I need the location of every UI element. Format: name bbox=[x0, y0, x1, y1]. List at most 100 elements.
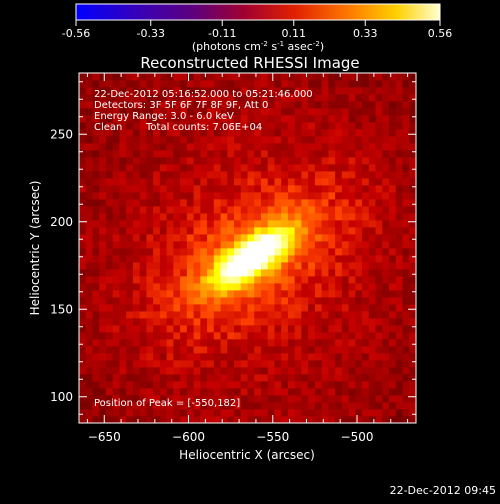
heatmap-cell bbox=[105, 290, 114, 298]
heatmap-cell bbox=[341, 150, 349, 158]
heatmap-cell bbox=[368, 108, 376, 116]
heatmap-cell bbox=[335, 325, 343, 333]
heatmap-cell bbox=[335, 262, 343, 270]
heatmap-cell bbox=[186, 234, 194, 242]
heatmap-cell bbox=[234, 178, 242, 186]
heatmap-cell bbox=[146, 311, 154, 319]
heatmap-cell bbox=[341, 136, 349, 144]
heatmap-cell bbox=[348, 150, 356, 158]
heatmap-cell bbox=[105, 276, 114, 284]
heatmap-cell bbox=[294, 185, 302, 193]
heatmap-cell bbox=[294, 304, 302, 312]
heatmap-cell bbox=[132, 227, 141, 235]
heatmap-cell bbox=[260, 374, 269, 382]
heatmap-cell bbox=[308, 255, 316, 263]
heatmap-cell bbox=[146, 353, 154, 361]
heatmap-cell bbox=[85, 332, 93, 340]
heatmap-cell bbox=[254, 346, 262, 354]
heatmap-cell bbox=[348, 94, 356, 102]
heatmap-cell bbox=[186, 185, 194, 193]
heatmap-cell bbox=[341, 353, 349, 361]
heatmap-cell bbox=[355, 262, 363, 270]
heatmap-cell bbox=[375, 87, 383, 95]
colorbar-units: (photons cm-2 s-1 asec-2) bbox=[192, 40, 324, 53]
heatmap-cell bbox=[314, 283, 323, 291]
heatmap-cell bbox=[132, 87, 141, 95]
heatmap-cell bbox=[132, 101, 141, 109]
heatmap-cell bbox=[382, 73, 390, 81]
heatmap-cell bbox=[402, 367, 410, 375]
heatmap-cell bbox=[166, 199, 174, 207]
heatmap-cell bbox=[146, 136, 154, 144]
heatmap-cell bbox=[389, 269, 397, 277]
heatmap-cell bbox=[240, 332, 248, 340]
heatmap-cell bbox=[274, 94, 282, 102]
heatmap-cell bbox=[348, 220, 356, 228]
heatmap-cell bbox=[287, 171, 296, 179]
heatmap-cell bbox=[314, 297, 323, 305]
heatmap-cell bbox=[274, 87, 282, 95]
heatmap-cell bbox=[92, 374, 100, 382]
heatmap-cell bbox=[159, 101, 168, 109]
heatmap-cell bbox=[368, 94, 376, 102]
heatmap-cell bbox=[260, 360, 269, 368]
heatmap-cell bbox=[207, 157, 215, 165]
heatmap-cell bbox=[119, 353, 127, 361]
heatmap-cell bbox=[227, 269, 235, 277]
heatmap-cell bbox=[409, 297, 416, 305]
heatmap-cell bbox=[341, 255, 349, 263]
heatmap-cell bbox=[146, 367, 154, 375]
heatmap-cell bbox=[234, 290, 242, 298]
heatmap-cell bbox=[402, 339, 410, 347]
heatmap-cell bbox=[395, 360, 403, 368]
heatmap-cell bbox=[173, 227, 181, 235]
heatmap-cell bbox=[267, 234, 275, 242]
heatmap-cell bbox=[193, 381, 201, 389]
heatmap-cell bbox=[126, 374, 134, 382]
heatmap-cell bbox=[92, 332, 100, 340]
heatmap-cell bbox=[341, 213, 349, 221]
heatmap-cell bbox=[79, 395, 87, 403]
heatmap-cell bbox=[153, 346, 161, 354]
heatmap-cell bbox=[186, 227, 194, 235]
heatmap-cell bbox=[234, 206, 242, 214]
heatmap-cell bbox=[240, 255, 248, 263]
heatmap-cell bbox=[126, 395, 134, 403]
heatmap-cell bbox=[139, 185, 147, 193]
heatmap-cell bbox=[409, 339, 416, 347]
heatmap-cell bbox=[328, 416, 336, 423]
heatmap-cell bbox=[227, 283, 235, 291]
heatmap-cell bbox=[234, 374, 242, 382]
heatmap-cell bbox=[375, 290, 383, 298]
heatmap-cell bbox=[173, 304, 181, 312]
heatmap-cell bbox=[321, 325, 329, 333]
heatmap-cell bbox=[207, 220, 215, 228]
heatmap-cell bbox=[274, 143, 282, 151]
heatmap-cell bbox=[308, 374, 316, 382]
heatmap-cell bbox=[92, 248, 100, 256]
heatmap-cell bbox=[153, 206, 161, 214]
heatmap-cell bbox=[287, 101, 296, 109]
heatmap-cell bbox=[294, 283, 302, 291]
heatmap-cell bbox=[200, 185, 208, 193]
heatmap-cell bbox=[234, 311, 242, 319]
heatmap-cell bbox=[213, 381, 221, 389]
heatmap-cell bbox=[105, 402, 114, 410]
heatmap-cell bbox=[254, 178, 262, 186]
heatmap-cell bbox=[112, 73, 120, 81]
heatmap-cell bbox=[362, 339, 370, 347]
heatmap-cell bbox=[308, 122, 316, 130]
heatmap-cell bbox=[85, 241, 93, 249]
heatmap-cell bbox=[382, 311, 390, 319]
heatmap-cell bbox=[267, 381, 275, 389]
heatmap-cell bbox=[335, 353, 343, 361]
heatmap-cell bbox=[267, 262, 275, 270]
plot-frame bbox=[78, 72, 417, 424]
heatmap-cell bbox=[92, 227, 100, 235]
heatmap-cell bbox=[294, 129, 302, 137]
heatmap-cell bbox=[99, 332, 107, 340]
heatmap-cell bbox=[132, 136, 141, 144]
heatmap-cell bbox=[287, 213, 296, 221]
heatmap-cell bbox=[85, 353, 93, 361]
